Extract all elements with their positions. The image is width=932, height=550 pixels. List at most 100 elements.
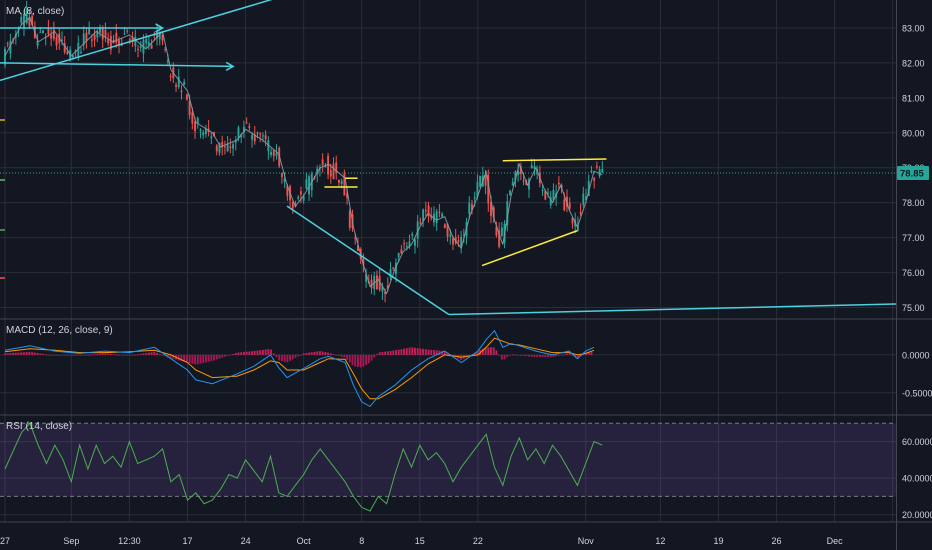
candle-body <box>443 224 446 228</box>
candle-body <box>69 49 72 61</box>
candle-body <box>118 40 120 46</box>
candle-body <box>457 240 460 243</box>
candle-body <box>490 202 492 216</box>
x-tick-label: Nov <box>578 536 595 546</box>
candle-body <box>557 182 560 185</box>
macd-histogram-bar <box>446 352 449 355</box>
macd-histogram-bar <box>492 347 495 355</box>
macd-histogram-bar <box>134 354 137 356</box>
candle-body <box>346 193 349 198</box>
candle-body <box>123 33 126 35</box>
candle-body <box>251 134 254 140</box>
candle-body <box>528 179 530 190</box>
y-tick-label: 81.00 <box>902 93 925 103</box>
macd-histogram-bar <box>85 354 88 356</box>
candle-body <box>408 241 411 247</box>
macd-histogram-bar <box>39 353 42 355</box>
macd-histogram-bar <box>435 350 438 355</box>
macd-histogram-bar <box>408 347 411 355</box>
candle-body <box>302 196 305 201</box>
candle-body <box>397 252 400 258</box>
macd-histogram-bar <box>332 354 335 355</box>
macd-histogram-bar <box>430 349 433 355</box>
macd-histogram-bar <box>356 354 359 368</box>
macd-histogram-bar <box>259 350 262 355</box>
candle-body <box>85 32 88 42</box>
macd-histogram-bar <box>199 354 202 364</box>
candle-body <box>71 55 74 58</box>
macd-histogram-bar <box>291 354 294 360</box>
candle-body <box>492 207 495 218</box>
macd-histogram-bar <box>172 354 175 360</box>
candle-body <box>384 292 387 294</box>
last-price-label: 78.85 <box>900 168 924 179</box>
candle-body <box>164 49 167 51</box>
candle-body <box>264 135 267 140</box>
macd-histogram-bar <box>278 354 281 361</box>
price-pane[interactable] <box>0 0 897 316</box>
macd-histogram-bar <box>153 351 156 355</box>
y-tick-label: 76.00 <box>902 268 925 278</box>
macd-histogram-bar <box>433 350 435 355</box>
candle-body <box>9 40 12 54</box>
macd-histogram-bar <box>416 348 419 355</box>
macd-histogram-bar <box>362 354 365 367</box>
macd-histogram-bar <box>424 349 427 355</box>
macd-histogram-bar <box>519 354 522 356</box>
candle-body <box>104 29 107 38</box>
macd-histogram-bar <box>101 353 104 355</box>
candle-body <box>180 90 183 93</box>
macd-histogram-bar <box>234 353 237 355</box>
macd-histogram-bar <box>69 354 72 356</box>
macd-histogram-bar <box>36 353 39 355</box>
drawing-line[interactable] <box>502 158 607 162</box>
macd-pane[interactable] <box>4 329 595 408</box>
candle-body <box>476 182 479 197</box>
macd-histogram-bar <box>183 354 186 362</box>
candle-body <box>218 142 221 153</box>
macd-histogram-bar <box>221 354 224 358</box>
drawing-line[interactable] <box>481 229 578 267</box>
drawing-line[interactable] <box>286 205 450 316</box>
macd-histogram-bar <box>552 354 555 357</box>
price-pane-title: MA (8, close) <box>6 6 64 17</box>
candle-body <box>280 173 283 178</box>
drawing-line[interactable] <box>448 303 897 316</box>
macd-histogram-bar <box>283 354 286 362</box>
rsi-pane[interactable] <box>0 422 896 512</box>
macd-histogram-bar <box>251 351 254 355</box>
x-tick-label: 27 <box>0 536 10 546</box>
candle-body <box>462 234 465 236</box>
macd-histogram-bar <box>587 352 590 355</box>
candle-body <box>107 39 110 44</box>
last-price-badge <box>897 165 929 180</box>
drawing-line[interactable] <box>0 62 234 68</box>
macd-histogram-bar <box>261 349 264 355</box>
candle-body <box>452 238 454 245</box>
macd-histogram-bar <box>272 353 275 355</box>
macd-histogram-bar <box>297 354 300 357</box>
macd-histogram-bar <box>487 347 490 355</box>
macd-histogram-bar <box>351 354 354 366</box>
macd-histogram-bar <box>156 352 158 355</box>
macd-histogram-bar <box>490 347 492 355</box>
candle-body <box>405 246 408 248</box>
macd-histogram-bar <box>104 353 107 355</box>
macd-histogram-bar <box>576 354 579 359</box>
candle-body <box>20 16 23 23</box>
macd-histogram-bar <box>77 354 80 356</box>
macd-histogram-bar <box>207 354 210 362</box>
macd-histogram-bar <box>61 354 63 356</box>
macd-histogram-bar <box>310 352 313 355</box>
macd-histogram-bar <box>403 348 406 355</box>
candle-body <box>498 230 501 247</box>
macd-histogram-bar <box>327 352 330 355</box>
macd-histogram-bar <box>25 352 28 355</box>
candle-body <box>66 51 69 54</box>
candle-body <box>134 36 137 47</box>
candle-body <box>468 202 471 214</box>
macd-histogram-bar <box>495 350 498 355</box>
macd-histogram-bar <box>118 354 120 356</box>
